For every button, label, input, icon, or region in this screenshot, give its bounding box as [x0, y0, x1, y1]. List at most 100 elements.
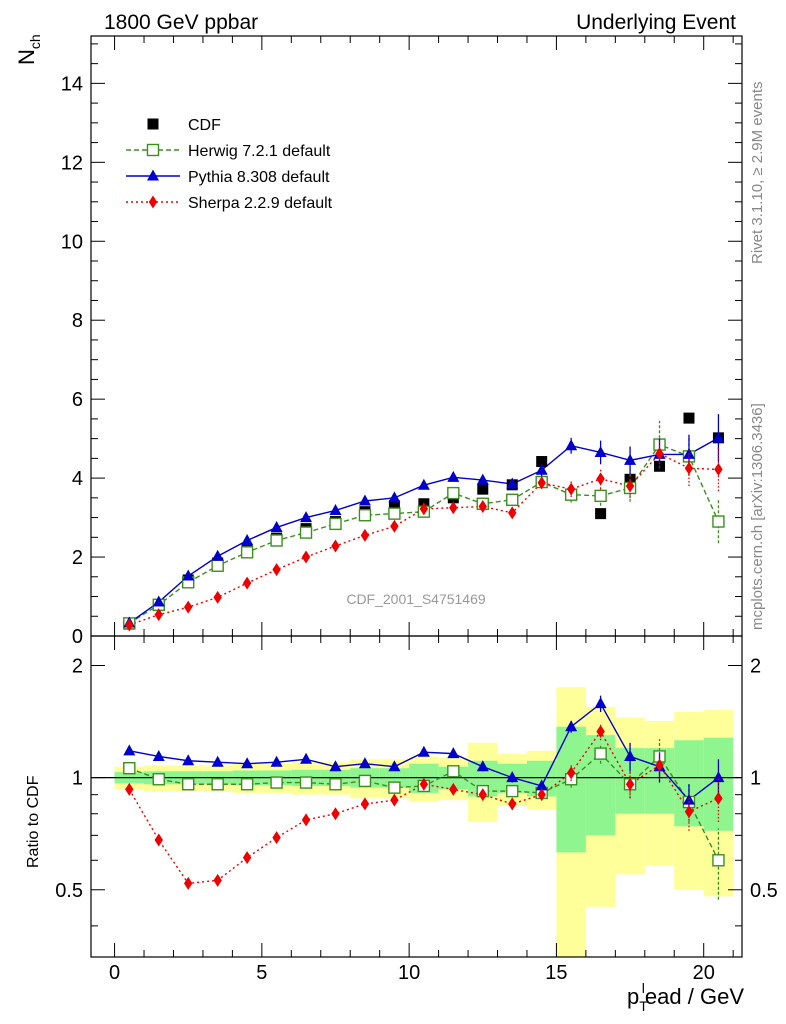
main-point-0-14: [536, 456, 548, 468]
main-point-2-12: [476, 473, 489, 485]
main-point-3-17: [625, 479, 635, 493]
main-point-1-16: [594, 489, 607, 503]
ratio-point-0-0: [123, 762, 136, 775]
ratio-point-1-12: [476, 760, 489, 772]
main-point-3-18: [655, 447, 664, 461]
ratio-point-2-17: [625, 777, 635, 791]
main-point-2-10: [417, 478, 430, 490]
main-point-2-16: [594, 445, 607, 457]
ratio-point-2-19: [684, 805, 694, 819]
main-point-1-5: [270, 534, 283, 547]
main-point-3-5: [272, 563, 281, 577]
main-ylabel-sub: ch: [27, 34, 43, 49]
ratio-point-1-15: [565, 720, 578, 732]
main-point-3-10: [419, 502, 429, 516]
main-point-0-9: [388, 500, 400, 512]
xtick-label: 10: [398, 962, 420, 984]
ratio-point-2-15: [566, 766, 576, 780]
x-axis-label: pTlead / GeV: [627, 980, 744, 1014]
ratio-point-0-8: [358, 774, 372, 788]
ratio-point-0-6: [299, 776, 313, 789]
ratio-point-2-5: [272, 831, 281, 845]
ratio-point-2-13: [508, 797, 517, 811]
main-point-3-20: [714, 462, 723, 476]
main-point-1-8: [358, 509, 372, 522]
main-point-1-13: [506, 493, 519, 507]
ratio-point-1-17: [624, 749, 637, 761]
ratio-point-0-11: [447, 765, 460, 778]
ratio-point-1-8: [358, 757, 371, 769]
ratio-point-2-0: [125, 782, 134, 796]
ratio-point-2-2: [184, 876, 193, 890]
main-point-2-1: [152, 595, 165, 607]
main-ylabel-text: N: [14, 49, 39, 65]
mcplots-label: mcplots.cern.ch [arXiv:1306.3436]: [749, 403, 766, 630]
ratio-point-1-7: [329, 760, 342, 772]
main-point-3-8: [360, 528, 370, 542]
main-point-1-3: [211, 559, 224, 572]
ratio-point-1-1: [152, 749, 165, 761]
main-point-3-9: [390, 519, 399, 533]
ratio-ticks: 0.5 0.51 12 20 5 10 15 20: [55, 636, 778, 984]
ratio-point-2-16: [596, 724, 605, 738]
main-ytick-label: 14: [61, 73, 83, 95]
ratio-point-2-18: [655, 758, 664, 772]
ratio-point-0-2: [182, 778, 195, 791]
ratio-point-1-3: [211, 755, 224, 767]
ratio-point-2-9: [390, 793, 399, 807]
ratio-point-2-11: [449, 782, 458, 796]
ratio-point-1-4: [241, 757, 254, 769]
main-point-2-7: [329, 503, 342, 515]
main-point-3-0: [125, 618, 134, 632]
main-point-1-9: [388, 507, 401, 520]
main-point-2-6: [300, 511, 313, 523]
main-point-1-20: [712, 515, 725, 528]
ratio-point-2-10: [419, 777, 429, 791]
ratio-point-0-13: [506, 784, 519, 798]
x-label-sub: T: [639, 998, 648, 1014]
ratio-point-1-9: [388, 760, 401, 772]
ratio-point-1-2: [182, 754, 195, 766]
main-point-1-11: [447, 486, 460, 500]
ratio-frame: [90, 635, 743, 958]
main-point-1-6: [299, 526, 313, 539]
main-point-3-16: [596, 472, 605, 486]
ratio-point-2-4: [242, 851, 252, 865]
ratio-point-2-3: [213, 873, 222, 887]
main-point-3-2: [184, 600, 193, 614]
main-point-2-13: [506, 477, 519, 489]
main-point-2-20: [712, 431, 725, 443]
legend-marker-0: [147, 118, 159, 130]
main-point-2-11: [447, 470, 460, 482]
legend: CDF Herwig 7.2.1 default Pythia 8.308 defa…: [126, 117, 333, 212]
left-title: 1800 GeV ppbar: [104, 11, 258, 34]
ratio-point-0-1: [152, 773, 165, 786]
main-point-3-19: [684, 461, 694, 475]
main-point-2-2: [182, 569, 195, 581]
main-ylabel: Nch: [14, 34, 43, 65]
ratio-point-0-16: [594, 747, 607, 760]
main-plot-area: [123, 412, 725, 632]
ratio-point-1-6: [300, 752, 313, 764]
ratio-plot-area: [91, 687, 742, 957]
legend-label-1: Herwig 7.2.1 default: [188, 143, 331, 160]
legend-label-0: CDF: [188, 117, 221, 134]
legend-marker-1: [146, 143, 160, 157]
ratio-ytick-label-left: 0.5: [55, 880, 83, 902]
main-point-3-7: [331, 539, 340, 553]
main-point-2-4: [241, 533, 254, 545]
main-point-2-15: [565, 439, 578, 451]
legend-marker-2: [147, 169, 159, 181]
main-point-2-3: [211, 549, 224, 561]
rivet-label: Rivet 3.1.10, ≥ 2.9M events: [749, 82, 766, 265]
main-point-0-12: [477, 483, 489, 495]
main-point-2-8: [358, 494, 371, 506]
ratio-point-2-6: [301, 813, 311, 827]
main-ytick-label: 4: [72, 468, 83, 490]
main-point-3-14: [537, 476, 546, 490]
ratio-ytick-label-right: 1: [750, 768, 761, 790]
ratio-point-1-5: [270, 755, 283, 767]
xtick-label: 20: [693, 962, 715, 984]
main-point-2-5: [270, 520, 283, 532]
x-label-sup: l: [642, 980, 645, 996]
